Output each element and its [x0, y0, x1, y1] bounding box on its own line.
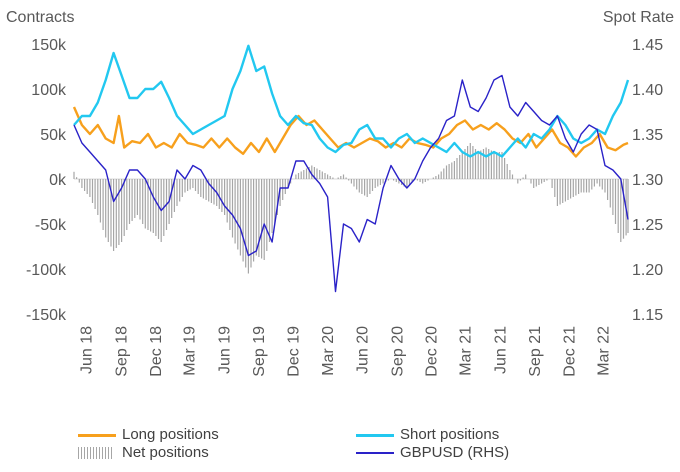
legend-item-long: Long positions	[78, 426, 219, 443]
right-tick-label: 1.35	[632, 127, 663, 144]
legend-swatch-net	[78, 447, 114, 460]
x-tick-label: Dec 21	[561, 326, 578, 377]
legend-item-net: Net positions	[78, 444, 209, 461]
x-tick-label: Sep 19	[251, 326, 268, 377]
x-tick-label: Dec 20	[424, 326, 441, 377]
x-tick-label: Sep 18	[113, 326, 130, 377]
long-positions-line	[72, 106, 629, 158]
x-tick-label: Jun 21	[492, 326, 509, 374]
legend-item-short: Short positions	[356, 426, 499, 443]
right-tick-label: 1.15	[632, 307, 663, 324]
net-positions-bars	[73, 143, 629, 274]
x-tick-label: Mar 21	[458, 326, 475, 376]
right-axis-title: Spot Rate	[603, 9, 674, 26]
legend-label-long: Long positions	[122, 426, 219, 443]
left-tick-label: 50k	[40, 127, 67, 144]
gbpusd-line	[73, 74, 629, 293]
legend-swatch-long	[78, 433, 116, 437]
x-tick-label: Mar 19	[182, 326, 199, 376]
legend-swatch-short	[356, 433, 394, 437]
right-axis: 1.45 1.40 1.35 1.30 1.25 1.20 1.15	[632, 37, 663, 324]
x-tick-label: Mar 20	[320, 326, 337, 376]
legend-label-gbpusd: GBPUSD (RHS)	[400, 444, 510, 461]
x-tick-label: Sep 20	[389, 326, 406, 377]
legend-label-short: Short positions	[400, 426, 500, 443]
x-tick-label: Mar 22	[595, 326, 612, 376]
left-tick-label: 0k	[49, 172, 67, 189]
x-axis: Jun 18 Sep 18 Dec 18 Mar 19 Jun 19 Sep 19 Dec …	[79, 326, 613, 377]
x-tick-label: Jun 20	[355, 326, 372, 374]
legend-swatch-gbpusd	[356, 452, 394, 455]
left-tick-label: -50k	[35, 217, 67, 234]
legend-label-net: Net positions	[122, 444, 209, 461]
x-tick-label: Jun 19	[216, 326, 233, 374]
left-tick-label: 100k	[31, 82, 67, 99]
right-tick-label: 1.40	[632, 82, 663, 99]
legend-item-gbpusd: GBPUSD (RHS)	[356, 444, 509, 461]
right-tick-label: 1.25	[632, 217, 663, 234]
left-tick-label: 150k	[31, 37, 67, 54]
short-positions-line	[73, 44, 630, 158]
left-axis-title: Contracts	[6, 9, 74, 26]
left-axis: 150k 100k 50k 0k -50k -100k -150k	[26, 37, 67, 324]
x-tick-label: Jun 18	[79, 326, 96, 374]
x-tick-label: Dec 19	[286, 326, 303, 377]
x-tick-label: Sep 21	[527, 326, 544, 377]
left-tick-label: -100k	[26, 262, 67, 279]
right-tick-label: 1.30	[632, 172, 663, 189]
x-tick-label: Dec 18	[148, 326, 165, 377]
series-lines	[72, 44, 630, 293]
left-tick-label: -150k	[26, 307, 67, 324]
right-tick-label: 1.20	[632, 262, 663, 279]
right-tick-label: 1.45	[632, 37, 663, 54]
